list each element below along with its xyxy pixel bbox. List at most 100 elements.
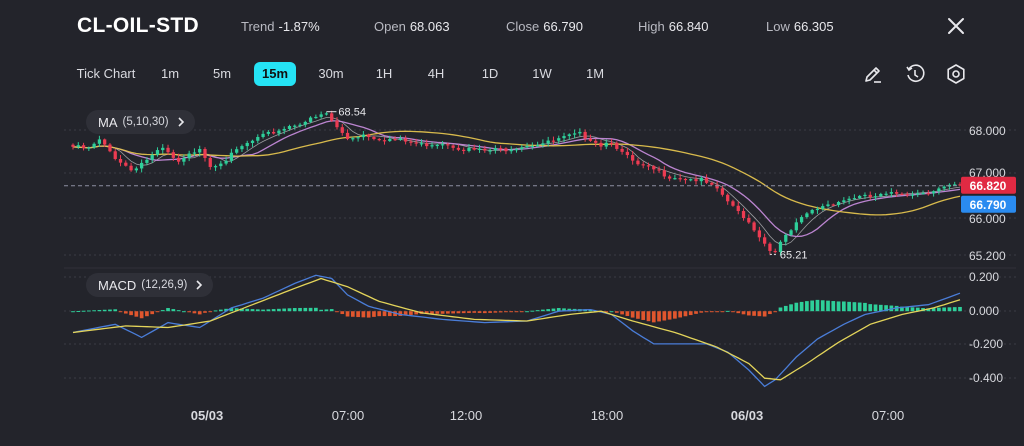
macd-histogram-bar — [271, 309, 276, 312]
macd-histogram-bar — [340, 311, 345, 315]
candle — [287, 126, 292, 129]
candle — [599, 142, 603, 147]
candle — [958, 184, 962, 186]
macd-histogram-bar — [261, 309, 265, 312]
tab-4h[interactable]: 4H — [427, 66, 445, 81]
time-axis-label: 12:00 — [450, 408, 483, 423]
chart-type-tick[interactable]: Tick Chart — [76, 66, 136, 81]
candle — [535, 145, 540, 147]
macd-histogram-bar — [387, 311, 392, 317]
candle — [910, 194, 915, 196]
candle — [863, 194, 867, 197]
chevron-right-icon — [196, 280, 203, 290]
macd-histogram-bar — [451, 311, 455, 314]
candle — [562, 136, 566, 139]
candle — [256, 136, 260, 141]
candle — [240, 146, 244, 150]
tab-1m[interactable]: 1m — [160, 66, 180, 81]
macd-histogram-bar — [139, 311, 144, 319]
candle — [879, 193, 883, 197]
clock-reset-icon[interactable] — [904, 63, 926, 85]
macd-histogram-bar — [562, 308, 566, 312]
macd-histogram-bar — [826, 300, 830, 312]
macd-histogram-bar — [910, 307, 915, 312]
macd-histogram-bar — [366, 311, 371, 318]
candle — [81, 145, 86, 149]
macd-histogram-bar — [694, 311, 698, 314]
chevron-right-icon — [177, 117, 184, 127]
ma-indicator-pill[interactable]: MA (5,10,30) — [86, 110, 195, 134]
close-icon[interactable] — [946, 16, 966, 36]
draw-icon[interactable] — [862, 63, 884, 85]
macd-histogram-bar — [556, 308, 561, 312]
candle — [953, 184, 957, 186]
candle — [367, 134, 371, 137]
macd-histogram-bar — [704, 311, 709, 313]
candle — [97, 139, 102, 144]
macd-histogram-bar — [789, 304, 793, 312]
macd-histogram-bar — [324, 309, 329, 312]
macd-histogram-bar — [525, 311, 529, 313]
macd-histogram-bar — [356, 311, 360, 318]
tab-15m[interactable]: 15m — [254, 62, 296, 86]
candle — [572, 133, 577, 135]
macd-histogram-bar — [440, 311, 445, 314]
macd-histogram-bar — [778, 307, 783, 312]
candle — [140, 162, 144, 169]
macd-histogram-bar — [894, 305, 899, 312]
macd-histogram-bar — [699, 311, 704, 313]
candle — [678, 178, 682, 180]
candle — [335, 120, 339, 128]
candle — [388, 139, 392, 142]
candle — [604, 142, 608, 147]
settings-icon[interactable] — [945, 63, 967, 85]
candle — [499, 148, 503, 150]
header: CL-OIL-STD Trend -1.87% Open 68.063 Close 6… — [0, 0, 1024, 52]
tab-1d[interactable]: 1D — [481, 66, 499, 81]
macd-histogram-bar — [266, 309, 271, 312]
macd-histogram-bar — [504, 311, 508, 313]
macd-histogram-bar — [446, 311, 450, 314]
candle — [884, 193, 888, 195]
candle — [414, 142, 418, 144]
candle — [847, 198, 851, 201]
macd-histogram-bar — [424, 311, 429, 314]
macd-histogram-bar — [820, 300, 825, 312]
macd-histogram-bar — [757, 311, 762, 317]
candle — [261, 133, 265, 137]
macd-histogram-bar — [942, 307, 947, 312]
stat-open: Open 68.063 — [374, 19, 450, 34]
candle — [314, 116, 318, 119]
candle — [446, 144, 450, 146]
candle — [736, 205, 740, 212]
macd-histogram-bar — [720, 311, 725, 313]
tab-30m[interactable]: 30m — [318, 66, 344, 81]
macd-histogram-bar — [514, 311, 519, 313]
candle — [145, 159, 149, 163]
macd-histogram-bar — [683, 311, 688, 317]
macd-histogram-bar — [250, 309, 255, 312]
tab-5m[interactable]: 5m — [212, 66, 232, 81]
macd-histogram-bar — [530, 310, 535, 312]
macd-histogram-bar — [155, 311, 160, 313]
time-axis-label: 05/03 — [191, 408, 224, 423]
macd-indicator-pill[interactable]: MACD (12,26,9) — [86, 273, 214, 297]
macd-histogram-bar — [102, 309, 107, 312]
candle — [161, 147, 165, 151]
macd-histogram-bar — [409, 311, 413, 315]
tab-1month[interactable]: 1M — [585, 66, 605, 81]
candle — [704, 177, 709, 183]
macd-histogram-bar — [372, 311, 376, 317]
tab-1w[interactable]: 1W — [532, 66, 552, 81]
macd-histogram-bar — [741, 311, 746, 315]
candle — [858, 195, 862, 199]
macd-histogram-bar — [71, 311, 75, 313]
candle — [631, 155, 635, 161]
macd-histogram-bar — [688, 311, 693, 316]
macd-histogram-bar — [218, 309, 223, 312]
tab-1h[interactable]: 1H — [375, 66, 393, 81]
candle — [324, 113, 329, 115]
macd-histogram-bar — [815, 299, 820, 312]
